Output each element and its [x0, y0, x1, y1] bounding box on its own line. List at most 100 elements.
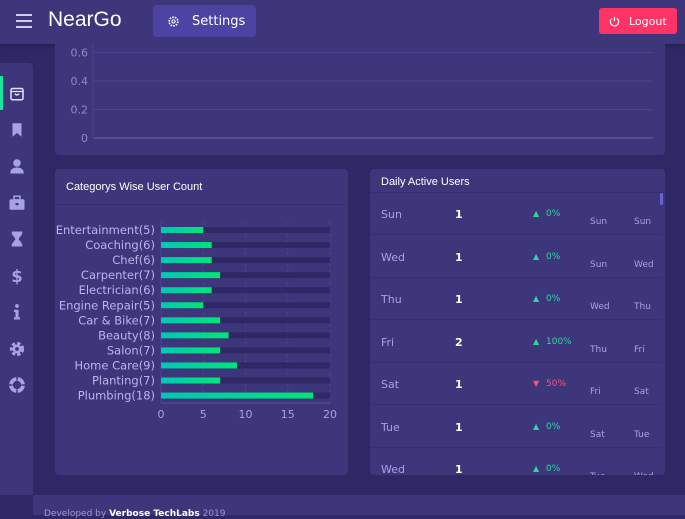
dau-count: 1 — [455, 250, 463, 264]
category-bar-chart: 0 5 10 15 20 Entertainment(5)Coaching(6)Chef(… — [56, 222, 337, 421]
dau-to-day: Thu — [634, 302, 651, 312]
bar[interactable] — [161, 302, 204, 309]
sidebar: $ — [0, 63, 33, 495]
dau-from-day: Sun — [590, 259, 608, 270]
category-label: Car & Bike(7) — [78, 313, 155, 327]
dau-row: Thu 1 ▲ 0% Wed Thu — [370, 278, 662, 320]
lifebuoy-icon — [8, 377, 25, 393]
dau-count: 1 — [455, 293, 463, 306]
dau-row: Wed 1 ▲ 0% Tue Wed — [370, 448, 662, 475]
bar[interactable] — [161, 377, 221, 384]
y-tick-label: 0 — [81, 132, 88, 145]
arrow-up-icon: ▲ — [533, 251, 540, 261]
bar[interactable] — [161, 242, 212, 249]
arrow-up-icon: ▲ — [533, 336, 540, 346]
sidebar-item-dollar[interactable]: $ — [0, 258, 33, 294]
brand-logo[interactable]: NearGo — [48, 8, 122, 31]
shopping-bag-icon — [9, 87, 24, 101]
y-tick-label: 0.6 — [71, 47, 89, 60]
bar[interactable] — [161, 362, 238, 369]
sidebar-item-info[interactable] — [0, 294, 33, 330]
arrow-up-icon: ▲ — [533, 464, 540, 473]
dau-change: 50% — [546, 379, 567, 389]
info-icon — [13, 304, 20, 320]
sidebar-item-bookmark[interactable] — [0, 112, 33, 148]
arrow-up-icon: ▲ — [533, 209, 540, 218]
bookmark-icon — [12, 122, 21, 137]
top-bar: NearGo Settings Logout — [0, 0, 685, 44]
briefcase-icon — [9, 195, 24, 210]
settings-button[interactable]: Settings — [153, 5, 256, 37]
sidebar-item-briefcase[interactable] — [0, 185, 33, 221]
bar-track — [161, 257, 330, 264]
dau-to-day: Wed — [634, 259, 654, 270]
dau-from-day: Sat — [590, 429, 605, 440]
sidebar-item-hourglass[interactable] — [0, 221, 33, 257]
activity-chart-card: 0 0.2 0.4 0.6 — [55, 40, 665, 155]
bar[interactable] — [161, 272, 221, 279]
bar[interactable] — [161, 257, 212, 264]
gear-icon — [9, 341, 24, 356]
category-label: Engine Repair(5) — [59, 298, 155, 312]
category-label: Plumbing(18) — [78, 389, 155, 403]
sidebar-item-shopping-bag[interactable] — [0, 75, 33, 111]
dau-to-day: Sun — [634, 217, 652, 227]
dau-day: Fri — [381, 335, 395, 349]
category-label: Electrician(6) — [79, 283, 155, 297]
category-label: Home Care(9) — [74, 358, 155, 372]
dau-to-day: Wed — [634, 472, 654, 475]
category-label: Carpenter(7) — [81, 268, 155, 282]
daily-active-users-card: Daily Active Users Sun 1 ▲ 0% Sun Sun Wed… — [370, 169, 665, 475]
sidebar-item-gear[interactable] — [0, 331, 33, 367]
arrow-down-icon: ▼ — [533, 379, 540, 388]
activity-chart: 0 0.2 0.4 0.6 — [71, 45, 653, 145]
dau-from-day: Wed — [590, 302, 610, 312]
dau-row: Sun 1 ▲ 0% Sun Sun — [370, 193, 662, 235]
dau-count: 1 — [455, 378, 463, 391]
dau-change: 0% — [546, 251, 561, 262]
user-icon — [9, 159, 24, 174]
bar-track — [161, 377, 330, 384]
dau-to-day: Sat — [634, 387, 649, 397]
dau-day: Wed — [381, 463, 405, 475]
bar[interactable] — [161, 317, 221, 324]
bar-track — [161, 272, 330, 279]
dau-day: Thu — [381, 293, 402, 306]
dau-day: Wed — [381, 250, 405, 264]
dau-day: Tue — [381, 420, 400, 434]
x-tick-label: 10 — [239, 408, 253, 421]
dau-from-day: Thu — [590, 344, 607, 355]
scrollbar[interactable] — [660, 193, 663, 205]
settings-label: Settings — [192, 13, 246, 29]
dau-count: 1 — [455, 420, 463, 434]
category-label: Entertainment(5) — [56, 223, 155, 237]
bar[interactable] — [161, 287, 212, 294]
hourglass-icon — [11, 231, 22, 247]
bar[interactable] — [161, 392, 314, 399]
bar[interactable] — [161, 227, 204, 233]
category-label: Salon(7) — [107, 343, 155, 357]
dau-row: Fri 2 ▲ 100% Thu Fri — [370, 321, 662, 363]
dollar-icon: $ — [11, 267, 22, 285]
dau-count: 1 — [455, 208, 463, 221]
category-card: Categorys Wise User Count 0 5 10 15 20 Entert… — [55, 169, 348, 475]
category-label: Coaching(6) — [85, 238, 155, 252]
sidebar-item-lifebuoy[interactable] — [0, 367, 33, 403]
footer-company[interactable]: Verbose TechLabs — [109, 509, 200, 519]
bar[interactable] — [161, 347, 221, 354]
logout-label: Logout — [629, 14, 667, 28]
bar-track — [161, 362, 330, 369]
bar-track — [161, 287, 330, 294]
sidebar-item-user[interactable] — [0, 148, 33, 184]
bar-track — [161, 347, 330, 354]
dau-change: 0% — [546, 464, 561, 474]
bar[interactable] — [161, 332, 229, 339]
y-tick-label: 0.2 — [71, 104, 89, 117]
logout-button[interactable]: Logout — [599, 8, 677, 34]
dau-day: Sun — [381, 208, 402, 221]
category-card-title: Categorys Wise User Count — [66, 181, 203, 193]
x-tick-label: 0 — [158, 408, 165, 421]
dau-from-day: Sun — [590, 217, 608, 227]
dau-row: Sat 1 ▼ 50% Fri Sat — [370, 363, 662, 405]
menu-icon[interactable] — [16, 14, 32, 28]
